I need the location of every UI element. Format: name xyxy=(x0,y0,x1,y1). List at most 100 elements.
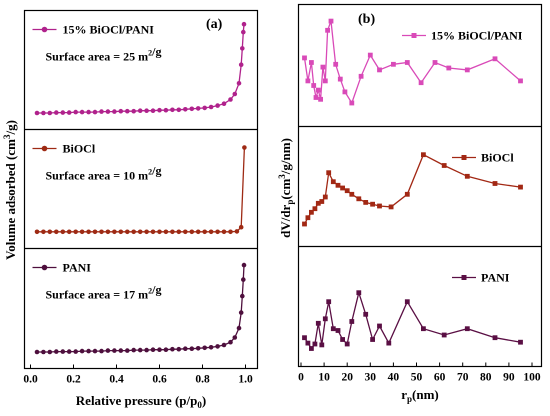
data-point xyxy=(386,340,392,346)
series-line-pani xyxy=(37,265,245,353)
data-point xyxy=(86,348,91,354)
data-point xyxy=(312,341,318,347)
x-tick-label: 0.4 xyxy=(109,374,124,386)
data-point xyxy=(208,104,214,110)
x-tick-label: 50 xyxy=(411,372,423,384)
data-point xyxy=(202,105,207,111)
data-point xyxy=(441,163,447,168)
data-point xyxy=(305,215,311,221)
x-tick-label: 100 xyxy=(523,372,541,384)
data-point xyxy=(99,109,104,114)
data-point xyxy=(404,191,410,197)
series-line-pani xyxy=(303,290,521,350)
data-point xyxy=(238,224,244,230)
data-point xyxy=(131,229,136,235)
data-point xyxy=(66,110,72,115)
series-biocl xyxy=(302,152,523,227)
surface-area-annotation: Surface area = 25 m2/g xyxy=(46,45,162,64)
data-point xyxy=(60,229,66,235)
data-point xyxy=(170,107,175,113)
legend-biocl: BiOCl xyxy=(32,142,96,156)
legend-label: 15% BiOCl/PANI xyxy=(63,23,155,37)
data-point xyxy=(344,188,350,194)
data-point xyxy=(315,87,321,93)
data-point xyxy=(176,346,182,352)
data-point xyxy=(404,299,410,305)
data-point xyxy=(464,173,470,179)
panel-b-y-axis-label: dV/drp(cm3/g/nm) xyxy=(277,138,295,238)
data-point xyxy=(340,185,345,191)
data-point xyxy=(240,46,245,51)
data-point xyxy=(404,60,410,65)
data-point xyxy=(318,96,323,102)
data-point xyxy=(195,229,201,235)
legend-15-biocl-pani: 15% BiOCl/PANI xyxy=(32,23,155,37)
data-point xyxy=(86,229,91,235)
legend-marker xyxy=(461,275,467,280)
data-point xyxy=(215,229,220,235)
data-point xyxy=(183,107,188,112)
data-point xyxy=(157,107,162,113)
data-point xyxy=(54,349,59,354)
data-point xyxy=(144,229,149,235)
data-point xyxy=(236,81,242,86)
data-point xyxy=(150,108,156,113)
surface-area-annotation: Surface area = 10 m2/g xyxy=(46,164,162,183)
panel-b-x-ticks: 0 10 20 30 40 50 60 70 80 90 100 xyxy=(298,362,541,384)
series-15-biocl-pani xyxy=(34,21,247,116)
data-point xyxy=(328,18,334,24)
data-point xyxy=(326,170,332,176)
data-point xyxy=(492,56,498,62)
data-point xyxy=(34,229,40,235)
legend-label: BiOCl xyxy=(63,142,96,156)
data-point xyxy=(183,346,188,352)
data-point xyxy=(240,293,245,299)
data-point xyxy=(349,319,355,324)
data-point xyxy=(118,108,124,114)
data-point xyxy=(105,348,111,353)
data-point xyxy=(170,346,175,352)
data-point xyxy=(312,206,318,212)
data-point xyxy=(183,229,188,235)
data-point xyxy=(66,229,72,235)
data-point xyxy=(418,80,424,86)
data-point xyxy=(92,348,98,354)
data-point xyxy=(41,110,46,116)
data-point xyxy=(163,347,169,353)
x-tick-label: 0.0 xyxy=(23,374,38,386)
legend-pani: PANI xyxy=(32,261,91,275)
data-point xyxy=(60,349,66,354)
series-line-15-biocl-pani xyxy=(37,24,245,114)
data-point xyxy=(349,191,355,197)
x-tick-label: 40 xyxy=(388,372,400,384)
data-point xyxy=(377,203,382,209)
data-point xyxy=(144,108,149,113)
data-point xyxy=(367,52,373,58)
x-tick-label: 0.2 xyxy=(66,374,81,386)
data-point xyxy=(305,78,311,84)
data-point xyxy=(66,349,72,354)
x-tick-label: 60 xyxy=(434,372,446,384)
series-line-biocl xyxy=(37,147,246,233)
data-point xyxy=(137,108,143,113)
panel-a-x-axis-label: Relative pressure (p/p0) xyxy=(76,393,206,410)
data-point xyxy=(464,67,470,73)
data-point xyxy=(112,348,117,353)
data-point xyxy=(221,342,227,348)
legend-marker xyxy=(41,264,48,271)
data-point xyxy=(47,110,53,116)
data-point xyxy=(322,194,328,200)
data-point xyxy=(325,27,330,33)
data-point xyxy=(322,316,328,322)
data-point xyxy=(234,229,240,234)
data-point xyxy=(391,61,396,67)
data-point xyxy=(492,181,498,186)
data-point xyxy=(112,109,117,114)
data-point xyxy=(349,100,355,106)
data-point xyxy=(302,55,307,61)
data-point xyxy=(157,229,162,235)
data-point xyxy=(131,347,136,353)
data-point xyxy=(202,345,207,351)
data-point xyxy=(73,229,78,235)
series-pani xyxy=(302,290,523,351)
